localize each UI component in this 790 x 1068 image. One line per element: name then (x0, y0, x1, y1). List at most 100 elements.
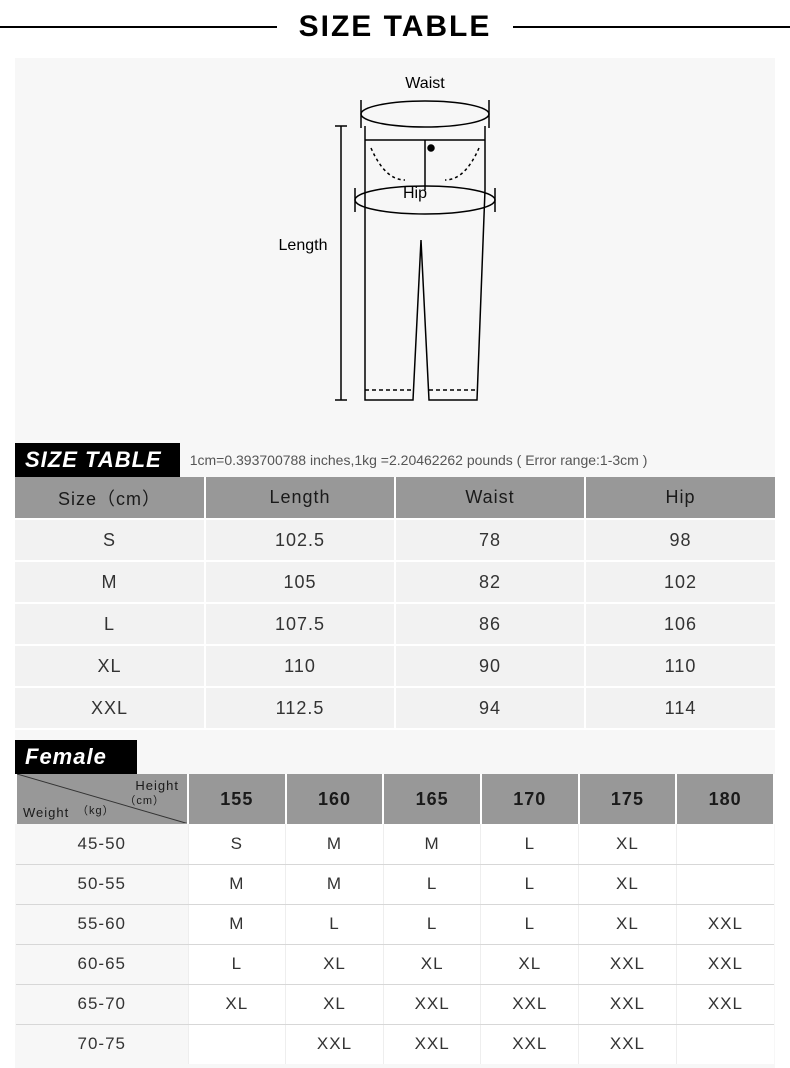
size-cell: 110 (585, 645, 775, 687)
female-cell (188, 1024, 286, 1064)
size-cell: 90 (395, 645, 585, 687)
female-cell: XXL (579, 1024, 677, 1064)
female-cell: XL (481, 944, 579, 984)
female-cell: XXL (481, 1024, 579, 1064)
female-cell: XXL (676, 984, 774, 1024)
size-col-waist: Waist (395, 477, 585, 519)
female-cell: XL (579, 864, 677, 904)
size-cell: 102 (585, 561, 775, 603)
table-row: 60-65 L XL XL XL XXL XXL (16, 944, 774, 984)
size-cell: 98 (585, 519, 775, 561)
table-row: S 102.5 78 98 (15, 519, 775, 561)
female-weight: 45-50 (16, 824, 188, 864)
female-cell: M (286, 824, 384, 864)
corner-weight-label: Weight (23, 805, 69, 820)
female-cell: XXL (286, 1024, 384, 1064)
size-cell: 110 (205, 645, 395, 687)
female-cell: L (188, 944, 286, 984)
female-cell: XXL (383, 984, 481, 1024)
female-table: Height （cm） Weight （kg） 155 160 165 170 … (15, 774, 775, 1064)
female-col-180: 180 (676, 774, 774, 824)
female-col-165: 165 (383, 774, 481, 824)
size-table: Size（cm） Length Waist Hip S 102.5 78 98 … (15, 477, 775, 730)
female-cell (676, 824, 774, 864)
female-weight: 65-70 (16, 984, 188, 1024)
pants-diagram-svg: Waist Hip Length (215, 70, 575, 420)
size-cell: XL (15, 645, 205, 687)
spacer (15, 730, 775, 740)
size-col-length: Length (205, 477, 395, 519)
female-cell: S (188, 824, 286, 864)
size-table-banner: SIZE TABLE 1cm=0.393700788 inches,1kg =2… (15, 443, 775, 477)
female-weight: 55-60 (16, 904, 188, 944)
female-cell: M (188, 904, 286, 944)
size-cell: M (15, 561, 205, 603)
size-table-header-row: Size（cm） Length Waist Hip (15, 477, 775, 519)
female-cell (676, 1024, 774, 1064)
female-banner: Female (15, 740, 775, 774)
page-title: SIZE TABLE (277, 10, 514, 44)
female-cell: XL (579, 904, 677, 944)
table-row: 70-75 XXL XXL XXL XXL (16, 1024, 774, 1064)
female-cell (676, 864, 774, 904)
table-row: XL 110 90 110 (15, 645, 775, 687)
size-cell: 102.5 (205, 519, 395, 561)
title-rule-right (513, 26, 790, 28)
size-cell: XXL (15, 687, 205, 729)
female-cell: M (286, 864, 384, 904)
table-row: 50-55 M M L L XL (16, 864, 774, 904)
size-table-tag: SIZE TABLE (15, 443, 180, 477)
female-cell: XXL (481, 984, 579, 1024)
female-cell: L (481, 864, 579, 904)
female-cell: XL (188, 984, 286, 1024)
female-cell: XL (579, 824, 677, 864)
female-cell: L (286, 904, 384, 944)
size-cell: 78 (395, 519, 585, 561)
female-cell: XXL (579, 944, 677, 984)
female-cell: XXL (579, 984, 677, 1024)
table-row: 55-60 M L L L XL XXL (16, 904, 774, 944)
diagram-length-label: Length (279, 237, 328, 254)
female-tag: Female (15, 740, 137, 774)
female-col-160: 160 (286, 774, 384, 824)
size-table-note: 1cm=0.393700788 inches,1kg =2.20462262 p… (180, 443, 775, 477)
title-rule-left (0, 26, 277, 28)
size-col-hip: Hip (585, 477, 775, 519)
table-row: 65-70 XL XL XXL XXL XXL XXL (16, 984, 774, 1024)
female-cell: XXL (676, 904, 774, 944)
female-cell: M (383, 824, 481, 864)
size-cell: S (15, 519, 205, 561)
female-weight: 50-55 (16, 864, 188, 904)
female-corner-cell: Height （cm） Weight （kg） (16, 774, 188, 824)
female-weight: 70-75 (16, 1024, 188, 1064)
table-row: L 107.5 86 106 (15, 603, 775, 645)
female-col-155: 155 (188, 774, 286, 824)
corner-height-unit: （cm） (124, 792, 165, 808)
size-cell: 106 (585, 603, 775, 645)
female-header-row: Height （cm） Weight （kg） 155 160 165 170 … (16, 774, 774, 824)
corner-height-label: Height (135, 778, 179, 793)
diagram-hip-label: Hip (403, 185, 427, 202)
female-cell: XXL (383, 1024, 481, 1064)
page-wrap: SIZE TABLE (0, 0, 790, 1068)
table-row: 45-50 S M M L XL (16, 824, 774, 864)
size-cell: 107.5 (205, 603, 395, 645)
size-cell: 94 (395, 687, 585, 729)
female-cell: XL (286, 984, 384, 1024)
table-row: XXL 112.5 94 114 (15, 687, 775, 729)
female-cell: XL (383, 944, 481, 984)
size-cell: 114 (585, 687, 775, 729)
diagram-waist-label: Waist (405, 75, 445, 92)
female-cell: XL (286, 944, 384, 984)
size-col-size: Size（cm） (15, 477, 205, 519)
table-row: M 105 82 102 (15, 561, 775, 603)
female-cell: L (481, 904, 579, 944)
size-cell: 86 (395, 603, 585, 645)
size-cell: L (15, 603, 205, 645)
pants-diagram: Waist Hip Length (15, 58, 775, 443)
female-cell: L (383, 864, 481, 904)
female-cell: XXL (676, 944, 774, 984)
page-title-row: SIZE TABLE (0, 0, 790, 58)
female-col-170: 170 (481, 774, 579, 824)
size-cell: 105 (205, 561, 395, 603)
